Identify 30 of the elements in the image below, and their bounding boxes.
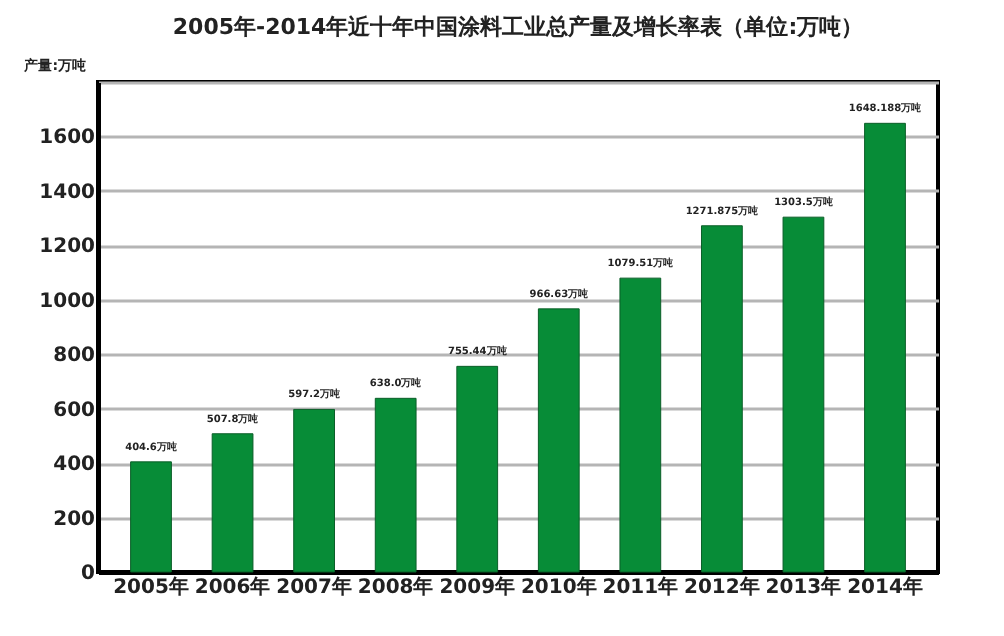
x-tick-label: 2014年 — [847, 575, 923, 599]
bar — [211, 433, 254, 573]
x-tick-label: 2005年 — [113, 575, 189, 599]
x-tick-label: 2008年 — [357, 575, 434, 599]
bar — [537, 308, 580, 573]
bar — [374, 397, 417, 573]
bar — [293, 408, 335, 573]
bar — [782, 216, 825, 573]
x-tick-label: 2012年 — [684, 575, 760, 599]
x-tick-label: 2006年 — [194, 575, 271, 599]
y-tick-label: 800 — [53, 345, 96, 368]
y-tick-label: 1600 — [39, 127, 96, 150]
x-tick-label: 2011年 — [602, 575, 679, 599]
y-tick-label: 1000 — [39, 290, 96, 313]
x-tick-label: 2010年 — [520, 575, 597, 599]
bar — [701, 225, 743, 573]
y-tick-label: 1400 — [39, 181, 96, 204]
y-tick-label: 600 — [53, 399, 96, 422]
bar — [864, 122, 906, 573]
y-tick-label: 200 — [53, 508, 96, 531]
y-tick-label: 1200 — [39, 236, 96, 259]
y-tick-label: 0 — [81, 563, 96, 585]
y-tick-label: 400 — [53, 454, 96, 477]
x-tick-label: 2007年 — [276, 575, 352, 599]
bar — [130, 461, 172, 573]
x-tick-label: 2013年 — [765, 575, 842, 599]
bar — [619, 277, 662, 573]
chart-title: 2005年-2014年近十年中国涂料工业总产量及增长率表（单位:万吨） — [172, 14, 864, 40]
x-tick-label: 2009年 — [439, 575, 516, 599]
bar — [456, 365, 499, 573]
